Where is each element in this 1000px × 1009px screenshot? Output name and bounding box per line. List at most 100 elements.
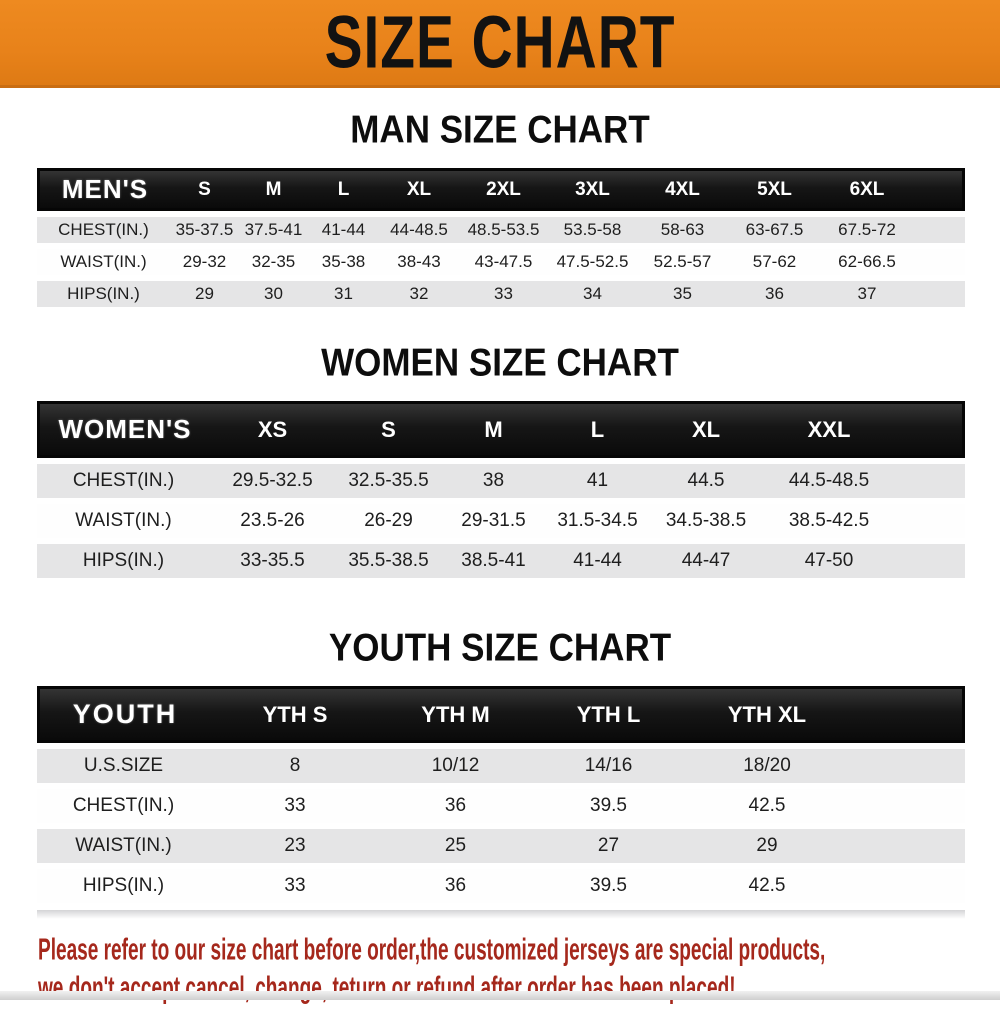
size-value-cell: 53.5-58 <box>548 217 637 243</box>
size-value-cell: 63-67.5 <box>728 217 821 243</box>
bottom-edge-strip <box>0 991 1000 1000</box>
row-label-cell: U.S.SIZE <box>37 749 210 783</box>
table-row: WAIST(IN.) 23.5-26 26-29 29-31.5 31.5-34.5 34… <box>37 504 965 538</box>
group-label-cell: MEN'S <box>37 168 170 211</box>
size-column-header: YTH XL <box>686 686 848 743</box>
row-label-cell: CHEST(IN.) <box>37 789 210 823</box>
table-header-row: YOUTH YTH S YTH M YTH L YTH XL <box>37 686 965 743</box>
header-spacer-cell <box>913 168 965 211</box>
size-value-cell: 38.5-42.5 <box>762 504 896 538</box>
size-value-cell: 33 <box>210 869 380 903</box>
size-value-cell: 32-35 <box>239 249 308 275</box>
size-value-cell: 33 <box>210 789 380 823</box>
size-value-cell: 48.5-53.5 <box>459 217 548 243</box>
size-value-cell: 47.5-52.5 <box>548 249 637 275</box>
men-size-table: MEN'S S M L XL 2XL 3XL 4XL 5XL 6XL CHEST(IN.) 35-37… <box>37 162 965 313</box>
size-value-cell: 29 <box>686 829 848 863</box>
size-value-cell: 33-35.5 <box>210 544 335 578</box>
size-column-header: XL <box>379 168 459 211</box>
row-label-cell: CHEST(IN.) <box>37 464 210 498</box>
row-spacer-cell <box>848 869 965 903</box>
size-value-cell: 29-32 <box>170 249 239 275</box>
size-value-cell: 38.5-41 <box>442 544 545 578</box>
size-column-header: XS <box>210 401 335 458</box>
size-value-cell: 37.5-41 <box>239 217 308 243</box>
table-reflection-shadow <box>37 910 965 919</box>
size-column-header: XXL <box>762 401 896 458</box>
size-value-cell: 52.5-57 <box>637 249 728 275</box>
size-value-cell: 58-63 <box>637 217 728 243</box>
size-value-cell: 44-47 <box>650 544 762 578</box>
table-row: WAIST(IN.) 29-32 32-35 35-38 38-43 43-47.5 47.… <box>37 249 965 275</box>
size-value-cell: 44.5 <box>650 464 762 498</box>
size-value-cell: 33 <box>459 281 548 307</box>
table-header-row: MEN'S S M L XL 2XL 3XL 4XL 5XL 6XL <box>37 168 965 211</box>
size-column-header: YTH S <box>210 686 380 743</box>
size-value-cell: 39.5 <box>531 789 686 823</box>
table-row: HIPS(IN.) 33-35.5 35.5-38.5 38.5-41 41-44 44-… <box>37 544 965 578</box>
size-value-cell: 39.5 <box>531 869 686 903</box>
size-value-cell: 23 <box>210 829 380 863</box>
size-value-cell: 42.5 <box>686 869 848 903</box>
table-row: U.S.SIZE 8 10/12 14/16 18/20 <box>37 749 965 783</box>
size-value-cell: 41 <box>545 464 650 498</box>
size-value-cell: 31.5-34.5 <box>545 504 650 538</box>
size-value-cell: 35-37.5 <box>170 217 239 243</box>
size-value-cell: 35.5-38.5 <box>335 544 442 578</box>
group-label-cell: YOUTH <box>37 686 210 743</box>
table-row: HIPS(IN.) 29 30 31 32 33 34 35 36 37 <box>37 281 965 307</box>
size-value-cell: 35-38 <box>308 249 379 275</box>
youth-size-table-slot: YOUTH YTH S YTH M YTH L YTH XL U.S.SIZE 8 10/12… <box>0 680 1000 909</box>
row-spacer-cell <box>913 281 965 307</box>
size-column-header: 2XL <box>459 168 548 211</box>
size-column-header: 3XL <box>548 168 637 211</box>
size-value-cell: 44-48.5 <box>379 217 459 243</box>
size-column-header: L <box>308 168 379 211</box>
row-label-cell: WAIST(IN.) <box>37 829 210 863</box>
row-label-cell: WAIST(IN.) <box>37 504 210 538</box>
row-spacer-cell <box>896 544 965 578</box>
size-value-cell: 29 <box>170 281 239 307</box>
size-value-cell: 32.5-35.5 <box>335 464 442 498</box>
women-size-table: WOMEN'S XS S M L XL XXL CHEST(IN.) 29.5-32.5 32.5… <box>37 395 965 584</box>
table-header-row: WOMEN'S XS S M L XL XXL <box>37 401 965 458</box>
size-value-cell: 47-50 <box>762 544 896 578</box>
disclaimer: Please refer to our size chart before or… <box>38 931 1000 1007</box>
row-label-cell: WAIST(IN.) <box>37 249 170 275</box>
size-value-cell: 38-43 <box>379 249 459 275</box>
women-size-chart-heading-text: WOMEN SIZE CHART <box>321 340 679 385</box>
size-value-cell: 62-66.5 <box>821 249 913 275</box>
size-value-cell: 25 <box>380 829 531 863</box>
size-value-cell: 23.5-26 <box>210 504 335 538</box>
size-value-cell: 35 <box>637 281 728 307</box>
man-size-chart-heading-text: MAN SIZE CHART <box>350 107 650 152</box>
size-chart-title: SIZE CHART <box>324 0 676 85</box>
size-value-cell: 29-31.5 <box>442 504 545 538</box>
row-spacer-cell <box>913 249 965 275</box>
size-chart-banner: SIZE CHART <box>0 0 1000 88</box>
table-row: CHEST(IN.) 29.5-32.5 32.5-35.5 38 41 44.5 44.5… <box>37 464 965 498</box>
row-label-cell: HIPS(IN.) <box>37 544 210 578</box>
table-row: CHEST(IN.) 33 36 39.5 42.5 <box>37 789 965 823</box>
size-value-cell: 32 <box>379 281 459 307</box>
size-value-cell: 29.5-32.5 <box>210 464 335 498</box>
size-value-cell: 26-29 <box>335 504 442 538</box>
size-column-header: L <box>545 401 650 458</box>
size-value-cell: 57-62 <box>728 249 821 275</box>
row-label-cell: HIPS(IN.) <box>37 281 170 307</box>
women-size-chart-heading: WOMEN SIZE CHART <box>0 340 1000 385</box>
size-value-cell: 34 <box>548 281 637 307</box>
table-row: CHEST(IN.) 35-37.5 37.5-41 41-44 44-48.5 48.5… <box>37 217 965 243</box>
size-value-cell: 30 <box>239 281 308 307</box>
table-row: HIPS(IN.) 33 36 39.5 42.5 <box>37 869 965 903</box>
size-value-cell: 36 <box>380 789 531 823</box>
row-label-cell: HIPS(IN.) <box>37 869 210 903</box>
row-spacer-cell <box>848 829 965 863</box>
men-size-table-slot: MEN'S S M L XL 2XL 3XL 4XL 5XL 6XL CHEST(IN.) 35-37… <box>0 162 1000 313</box>
size-column-header: XL <box>650 401 762 458</box>
size-column-header: M <box>442 401 545 458</box>
size-value-cell: 67.5-72 <box>821 217 913 243</box>
size-value-cell: 18/20 <box>686 749 848 783</box>
youth-size-table: YOUTH YTH S YTH M YTH L YTH XL U.S.SIZE 8 10/12… <box>37 680 965 909</box>
youth-size-chart-heading: YOUTH SIZE CHART <box>0 626 1000 670</box>
